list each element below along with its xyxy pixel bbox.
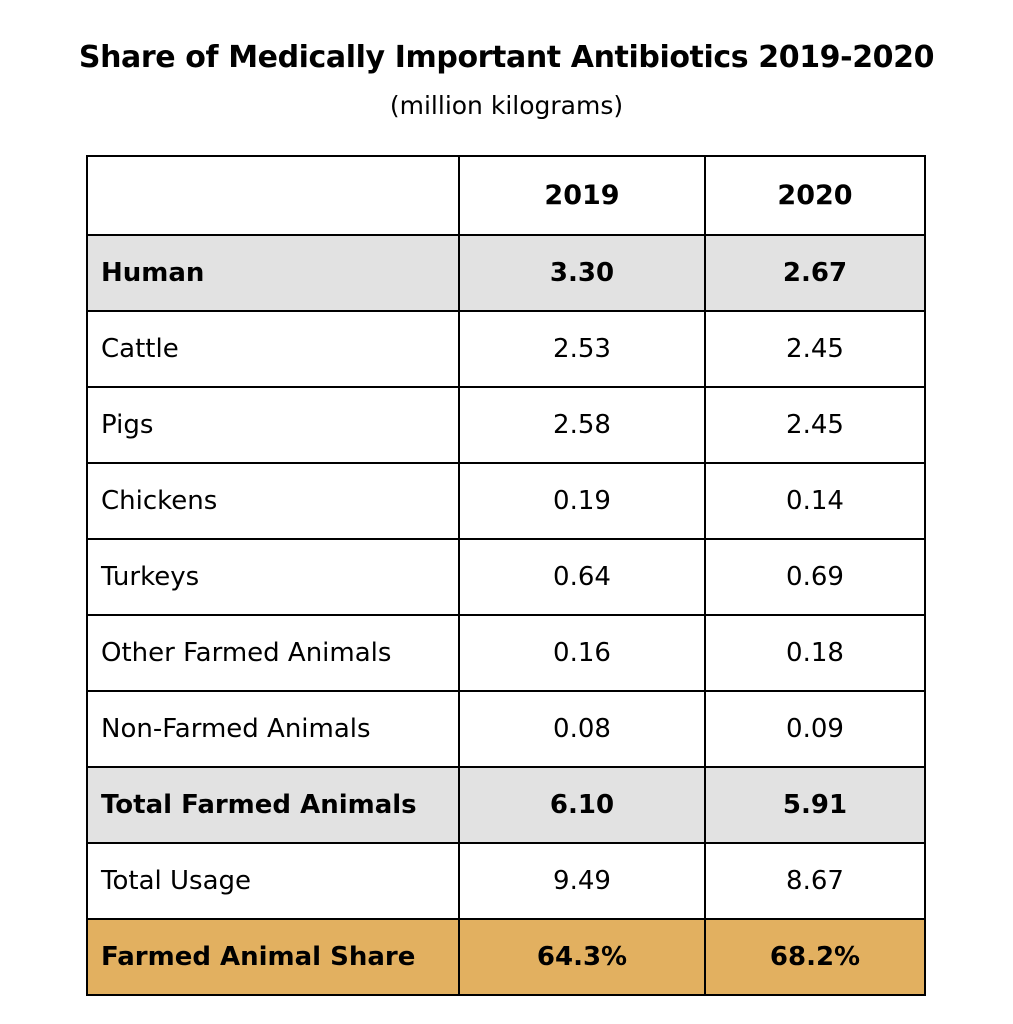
table-row: Other Farmed Animals 0.16 0.18 [86, 614, 926, 692]
value-cell-2020: 5.91 [704, 766, 926, 844]
table-body: Human 3.30 2.67 Cattle 2.53 2.45 Pigs 2.58 2.45 C… [86, 234, 926, 996]
value-cell-2020: 2.45 [704, 310, 926, 388]
value-cell-2019: 2.58 [458, 386, 706, 464]
header-cell-label [86, 155, 460, 236]
value-cell-2019: 0.08 [458, 690, 706, 768]
chart-title: Share of Medically Important Antibiotics… [78, 40, 935, 75]
value-cell-2020: 8.67 [704, 842, 926, 920]
chart-subtitle: (million kilograms) [389, 91, 624, 120]
value-cell-2020: 0.69 [704, 538, 926, 616]
value-cell-2019: 3.30 [458, 234, 706, 312]
data-table: 2019 2020 Human 3.30 2.67 Cattle 2.53 2.45 Pig… [86, 155, 926, 996]
table-row: Total Usage 9.49 8.67 [86, 842, 926, 920]
value-cell-2020: 68.2% [704, 918, 926, 996]
table-header-row: 2019 2020 [86, 155, 926, 236]
row-label-cell: Turkeys [86, 538, 460, 616]
value-cell-2019: 9.49 [458, 842, 706, 920]
value-cell-2019: 2.53 [458, 310, 706, 388]
table-row: Farmed Animal Share 64.3% 68.2% [86, 918, 926, 996]
value-cell-2019: 6.10 [458, 766, 706, 844]
header-cell-2020: 2020 [704, 155, 926, 236]
row-label-cell: Chickens [86, 462, 460, 540]
row-label-cell: Human [86, 234, 460, 312]
value-cell-2019: 0.64 [458, 538, 706, 616]
value-cell-2019: 64.3% [458, 918, 706, 996]
table-row: Pigs 2.58 2.45 [86, 386, 926, 464]
value-cell-2019: 0.19 [458, 462, 706, 540]
table-row: Human 3.30 2.67 [86, 234, 926, 312]
table-row: Total Farmed Animals 6.10 5.91 [86, 766, 926, 844]
value-cell-2020: 0.09 [704, 690, 926, 768]
value-cell-2020: 0.18 [704, 614, 926, 692]
row-label-cell: Pigs [86, 386, 460, 464]
value-cell-2019: 0.16 [458, 614, 706, 692]
table-row: Non-Farmed Animals 0.08 0.09 [86, 690, 926, 768]
table-row: Chickens 0.19 0.14 [86, 462, 926, 540]
value-cell-2020: 2.67 [704, 234, 926, 312]
row-label-cell: Non-Farmed Animals [86, 690, 460, 768]
row-label-cell: Other Farmed Animals [86, 614, 460, 692]
row-label-cell: Total Farmed Animals [86, 766, 460, 844]
row-label-cell: Cattle [86, 310, 460, 388]
table-row: Turkeys 0.64 0.69 [86, 538, 926, 616]
table-row: Cattle 2.53 2.45 [86, 310, 926, 388]
value-cell-2020: 2.45 [704, 386, 926, 464]
row-label-cell: Total Usage [86, 842, 460, 920]
row-label-cell: Farmed Animal Share [86, 918, 460, 996]
value-cell-2020: 0.14 [704, 462, 926, 540]
header-cell-2019: 2019 [458, 155, 706, 236]
